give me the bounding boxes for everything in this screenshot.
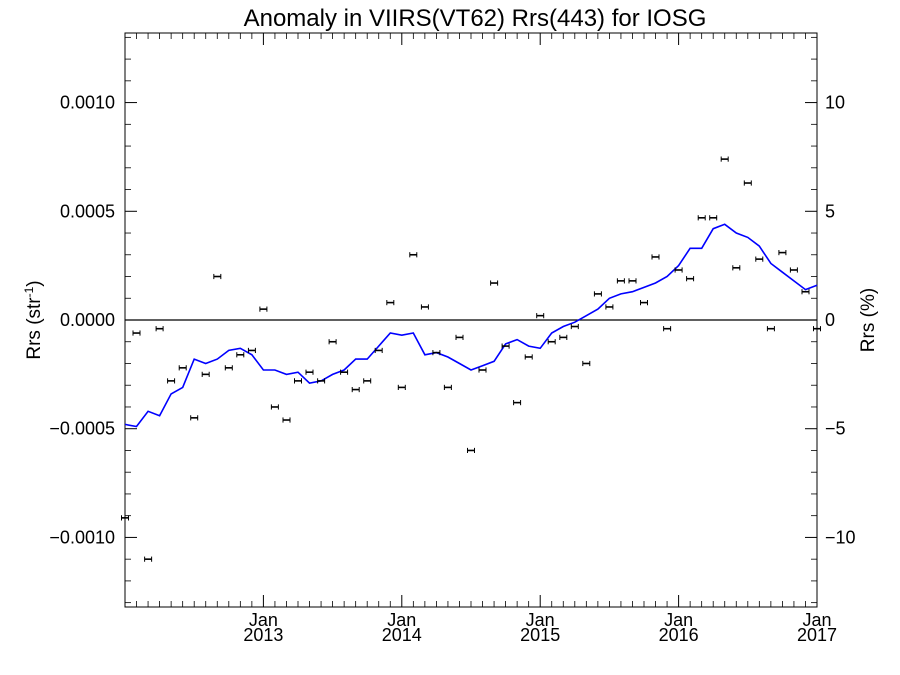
y-right-tick-label: −10 [825, 527, 856, 547]
x-tick-year-label: 2015 [520, 625, 560, 645]
data-point [397, 384, 406, 390]
data-point [144, 556, 153, 562]
anomaly-points [121, 156, 821, 562]
y-axis-left-title: Rrs (str-1) [22, 280, 45, 359]
data-point [582, 360, 591, 367]
data-point [789, 267, 798, 273]
data-point [247, 347, 256, 354]
x-tick-year-label: 2016 [659, 625, 699, 645]
x-tick-year-label: 2013 [243, 625, 283, 645]
data-point [663, 326, 672, 332]
data-point [155, 326, 164, 332]
data-point [178, 365, 187, 371]
data-point [467, 447, 475, 454]
data-point [801, 289, 810, 295]
data-point [709, 215, 718, 221]
data-point [697, 215, 706, 221]
data-point [536, 313, 545, 319]
y-axis-left: 0.0010 0.0005 0.0000 −0.0005 −0.0010 [49, 93, 137, 547]
data-point [374, 347, 383, 354]
x-tick-month-label: Jan [249, 610, 278, 630]
chart-title: Anomaly in VIIRS(VT62) Rrs(443) for IOSG [244, 5, 707, 32]
data-point [455, 334, 464, 340]
data-point [686, 276, 695, 282]
data-point [409, 252, 418, 258]
data-point [420, 304, 429, 310]
data-point [628, 278, 637, 284]
data-point [547, 339, 556, 345]
data-point [559, 334, 568, 340]
data-point [270, 404, 279, 410]
data-point [317, 378, 326, 384]
y-right-tick-label: 10 [825, 93, 845, 113]
x-tick-year-label: 2017 [797, 625, 837, 645]
data-point [294, 378, 302, 384]
data-point [778, 250, 787, 256]
data-point [640, 300, 648, 306]
data-point [674, 267, 683, 273]
data-point [501, 343, 510, 349]
minor-ticks [125, 33, 817, 607]
y-axis-right: 10 5 0 −5 −10 [805, 93, 856, 547]
y-left-tick-label: 0.0010 [60, 93, 115, 113]
x-tick-month-label: Jan [664, 610, 693, 630]
data-point [593, 291, 602, 297]
running-mean-line [124, 223, 818, 428]
y-left-tick-label: −0.0005 [49, 419, 115, 439]
y-left-tick-label: −0.0010 [49, 527, 115, 547]
y-axis-right-title: Rrs (%) [858, 288, 879, 352]
data-point [132, 330, 141, 336]
data-point [478, 367, 487, 373]
y-right-tick-label: 5 [825, 201, 835, 221]
data-point [305, 369, 314, 375]
data-point [236, 352, 245, 358]
data-point [282, 417, 291, 423]
data-point [351, 386, 360, 393]
data-point [813, 326, 821, 332]
data-point [732, 265, 741, 271]
y-left-tick-label: 0.0000 [60, 310, 115, 330]
data-point [766, 326, 775, 332]
data-point [720, 156, 729, 162]
data-point [755, 256, 764, 262]
data-point [743, 180, 752, 186]
data-point [363, 378, 372, 384]
data-point [328, 339, 337, 345]
data-point [524, 354, 533, 360]
data-point [340, 369, 349, 375]
data-point [167, 378, 176, 384]
x-tick-month-label: Jan [802, 610, 831, 630]
data-point [201, 371, 210, 377]
data-point [490, 280, 499, 286]
data-point [513, 400, 522, 406]
data-point [616, 278, 625, 284]
data-point [224, 365, 233, 371]
data-point [570, 323, 579, 330]
data-point [386, 300, 395, 306]
data-point [443, 384, 452, 390]
y-right-tick-label: 0 [825, 310, 835, 330]
data-point [121, 515, 129, 521]
data-point [190, 415, 199, 421]
data-point [213, 273, 222, 280]
x-tick-month-label: Jan [387, 610, 416, 630]
x-tick-month-label: Jan [526, 610, 555, 630]
data-point [259, 306, 268, 312]
y-left-tick-label: 0.0005 [60, 201, 115, 221]
y-right-tick-label: −5 [825, 419, 846, 439]
x-tick-year-label: 2014 [382, 625, 422, 645]
data-point [651, 254, 660, 260]
plot-area: 0.0010 0.0005 0.0000 −0.0005 −0.0010 10 5 0 −5 −… [49, 32, 856, 645]
data-point [432, 350, 441, 356]
data-point [605, 304, 614, 310]
